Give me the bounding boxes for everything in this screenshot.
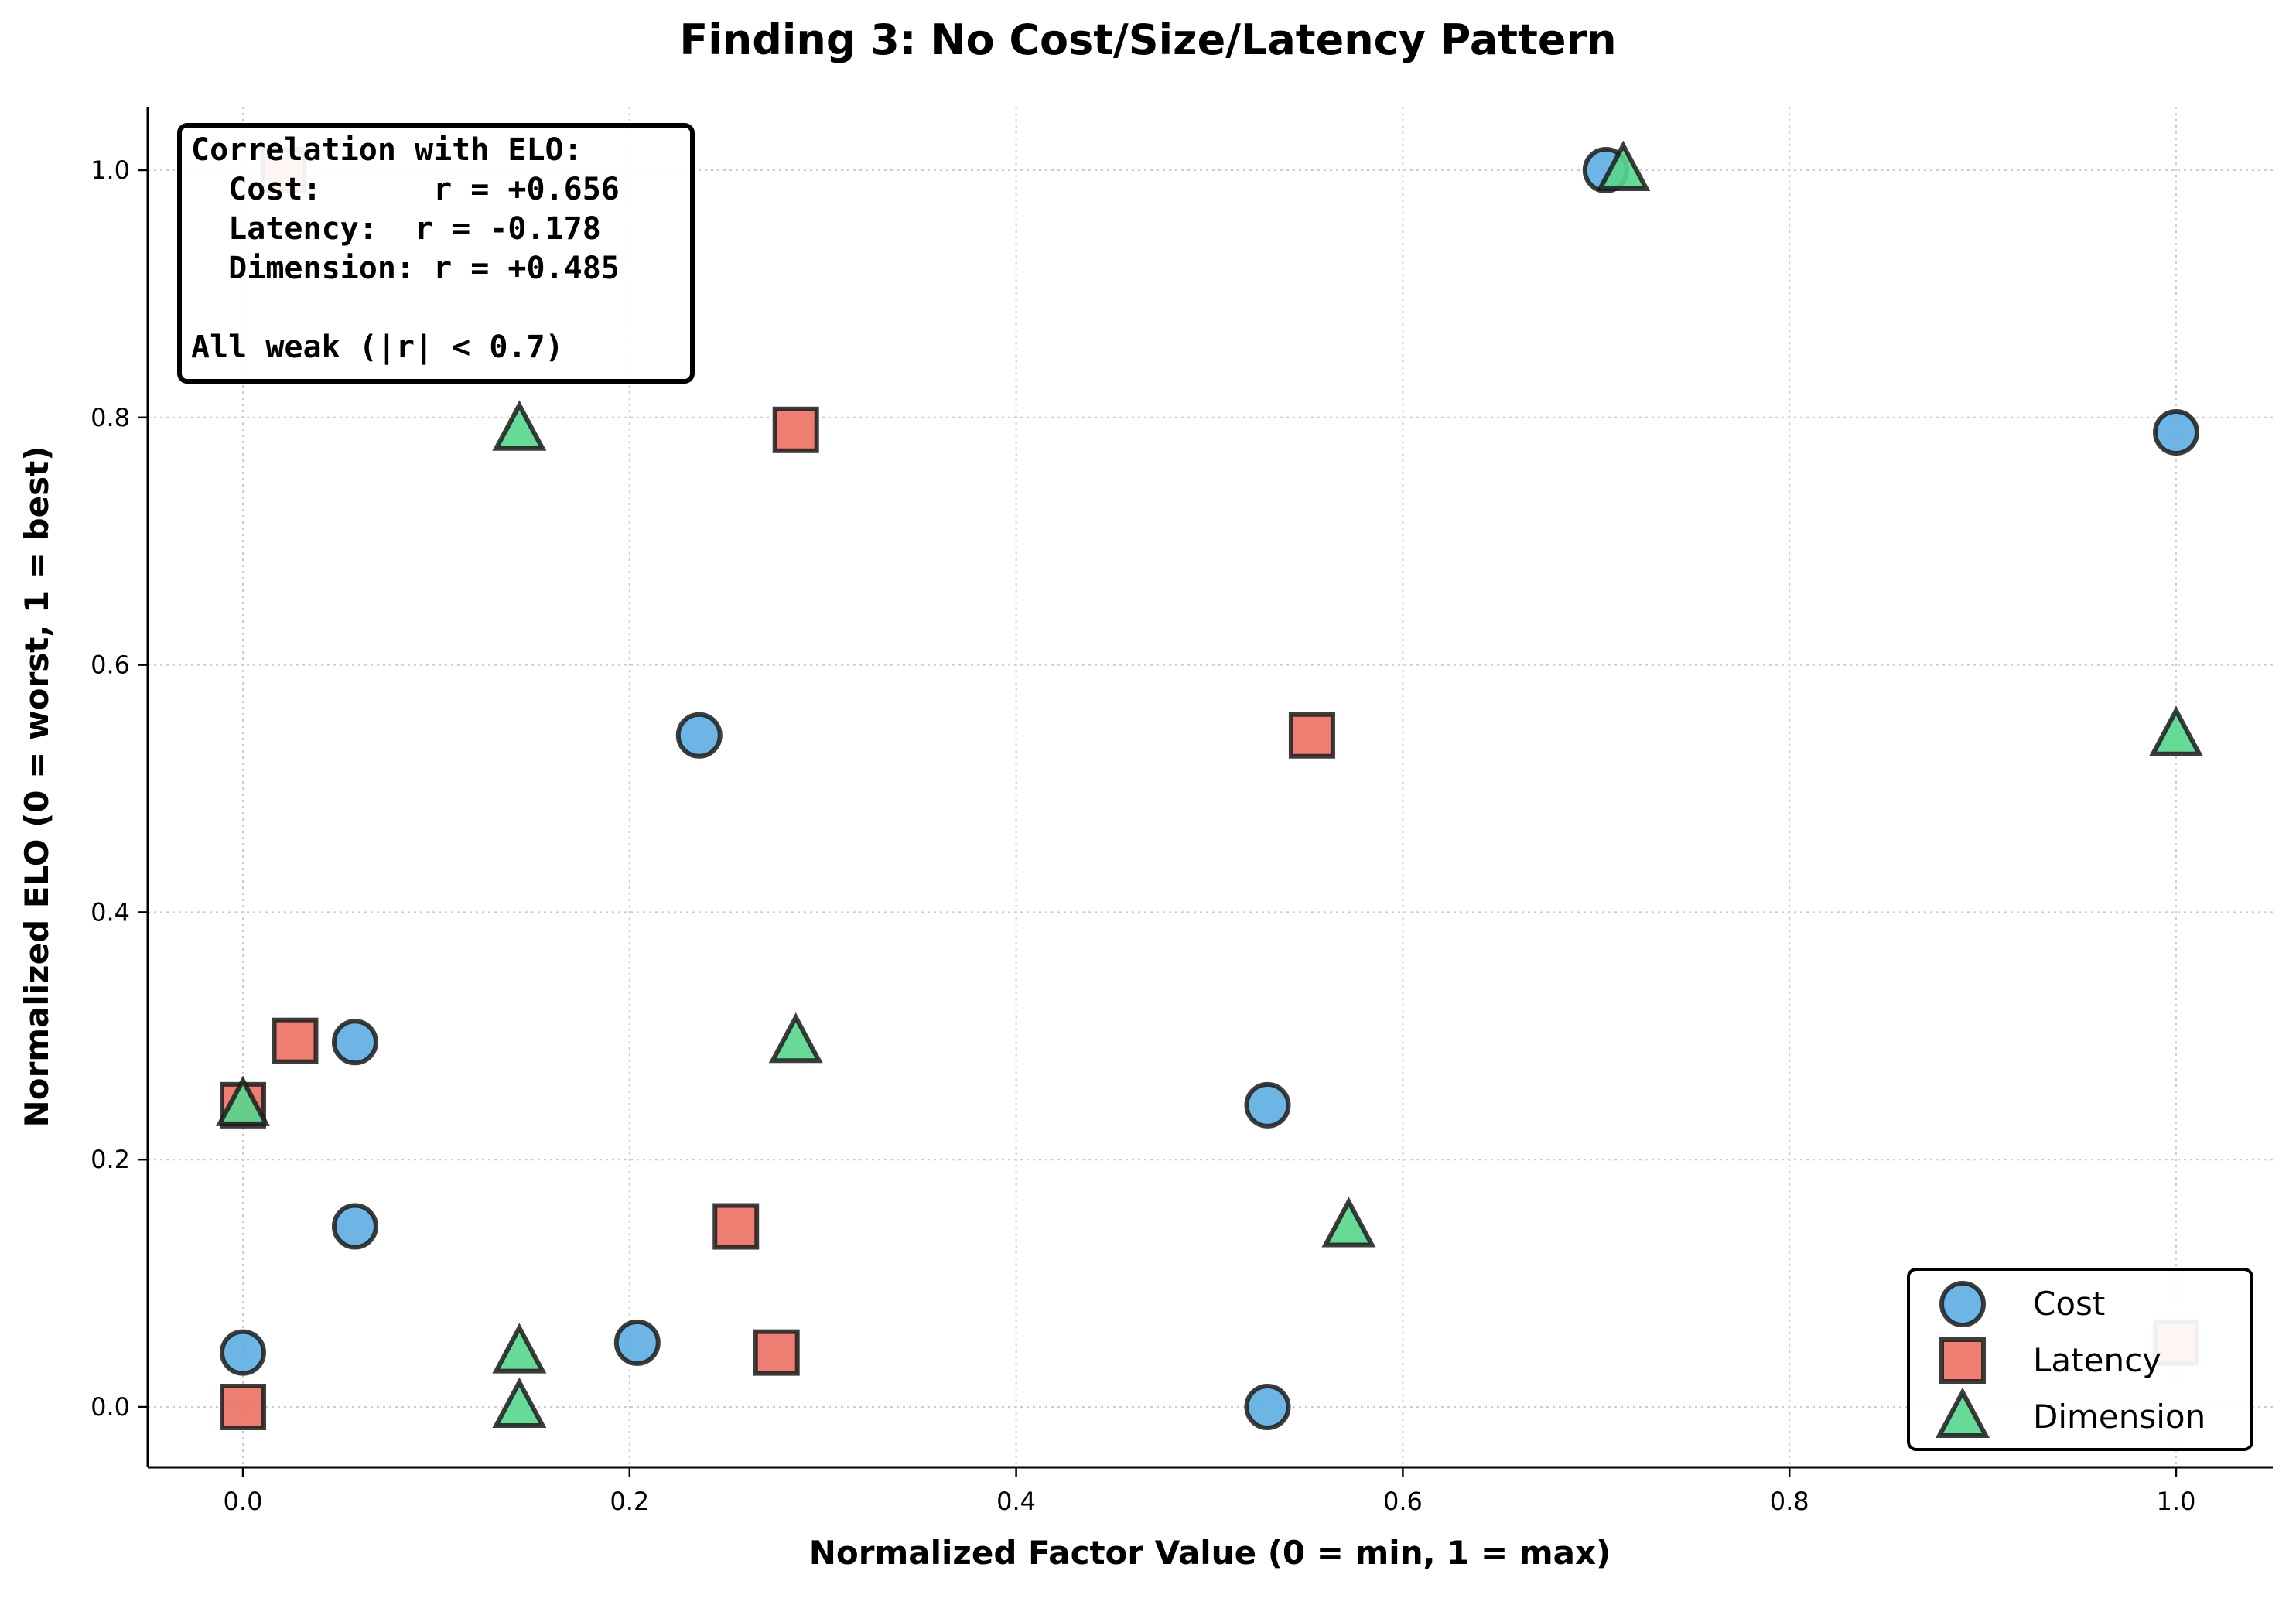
cost-point (331, 1203, 378, 1250)
latency-point (1288, 712, 1335, 759)
annotation-line: Latency: r = -0.178 (191, 211, 601, 247)
legend-dimension-marker (1935, 1387, 1990, 1438)
x-axis-label: Normalized Factor Value (0 = min, 1 = ma… (809, 1534, 1611, 1572)
latency-point (772, 406, 819, 453)
latency-point (220, 1384, 266, 1430)
legend-dimension-label: Dimension (2033, 1398, 2205, 1436)
cost-point (675, 712, 723, 759)
legend-cost-label: Cost (2033, 1285, 2105, 1323)
x-tick-label: 0.4 (996, 1487, 1036, 1516)
latency-point (753, 1329, 800, 1376)
annotation-line: Dimension: r = +0.485 (191, 251, 620, 286)
x-tick-label: 1.0 (2157, 1487, 2196, 1516)
dimension-point (492, 1323, 547, 1374)
cost-point (220, 1329, 266, 1376)
x-tick-label: 0.6 (1383, 1487, 1423, 1516)
latency-point (272, 1017, 319, 1064)
dimension-point (1596, 140, 1651, 191)
y-tick-label: 0.8 (91, 403, 130, 432)
y-tick-label: 1.0 (91, 155, 130, 185)
legend-cost-marker (1939, 1281, 1986, 1327)
dimension-point (492, 1377, 547, 1428)
dimension-point (1321, 1197, 1376, 1248)
y-tick-label: 0.2 (91, 1145, 130, 1174)
dimension-point (2148, 705, 2204, 756)
annotation-line: Cost: r = +0.656 (191, 172, 620, 207)
legend-latency-marker (1939, 1337, 1986, 1384)
y-axis-label: Normalized ELO (0 = worst, 1 = best) (18, 446, 56, 1128)
chart-title: Finding 3: No Cost/Size/Latency Pattern (679, 15, 1616, 64)
x-tick-label: 0.8 (1770, 1487, 1809, 1516)
x-axis-ticks: 0.0 0.2 0.4 0.6 0.8 1.0 (224, 1467, 2196, 1516)
correlation-annotation: Correlation with ELO: Cost: r = +0.656 L… (177, 123, 695, 384)
annotation-line: All weak (|r| < 0.7) (191, 330, 564, 366)
x-tick-label: 0.0 (224, 1487, 263, 1516)
x-tick-label: 0.2 (610, 1487, 649, 1516)
cost-point (1244, 1081, 1291, 1129)
y-tick-label: 0.4 (91, 897, 130, 927)
annotation-line: Correlation with ELO: (191, 132, 583, 168)
cost-point (331, 1019, 378, 1066)
y-tick-label: 0.0 (91, 1392, 130, 1422)
cost-point (2153, 408, 2199, 456)
cost-point (1244, 1384, 1291, 1430)
latency-point (712, 1203, 760, 1250)
dimension-point (768, 1012, 823, 1064)
legend: Cost Latency Dimension (1907, 1268, 2253, 1451)
cost-point (613, 1319, 661, 1366)
series-dimension (215, 140, 2204, 1428)
legend-latency-label: Latency (2033, 1341, 2161, 1379)
y-axis-ticks: 0.0 0.2 0.4 0.6 0.8 1.0 (91, 155, 148, 1422)
dimension-point (215, 1075, 271, 1126)
dimension-point (492, 400, 547, 451)
y-tick-label: 0.6 (91, 650, 130, 680)
